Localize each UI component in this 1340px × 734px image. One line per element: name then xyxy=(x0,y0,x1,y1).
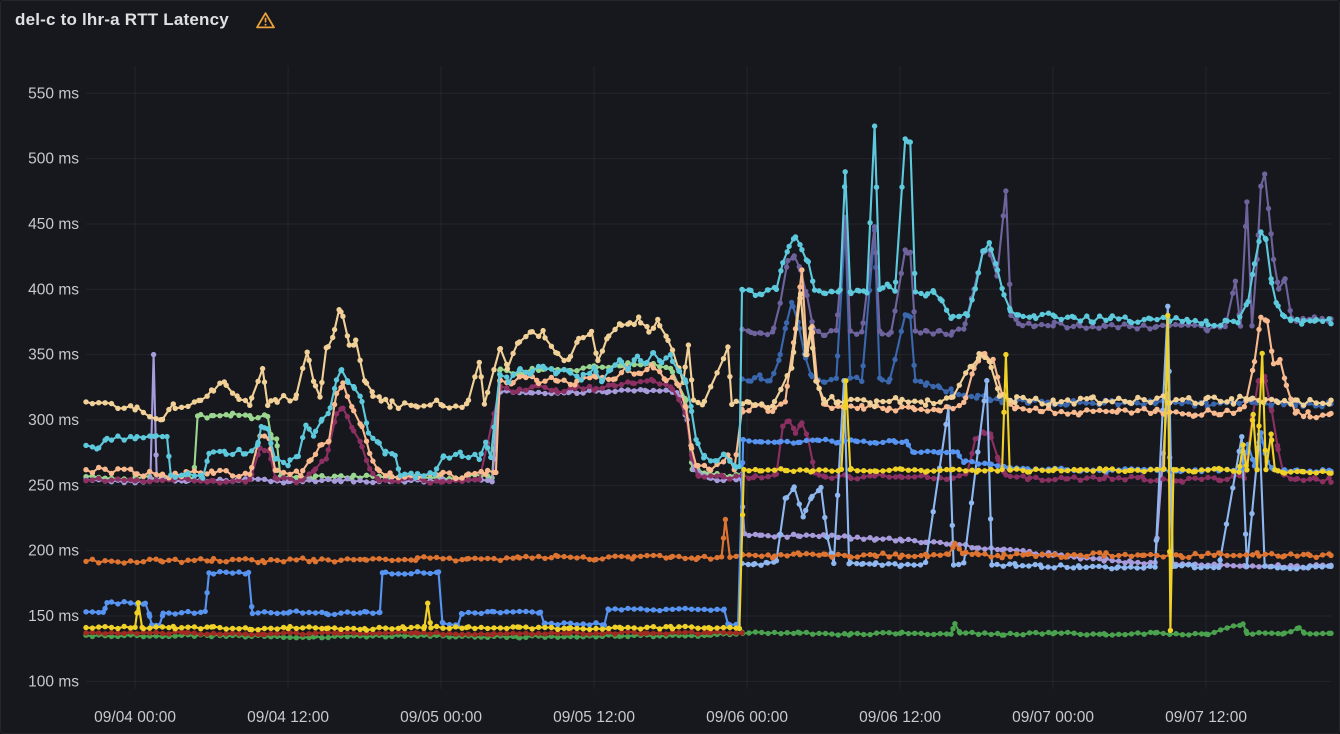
panel-title: del-c to lhr-a RTT Latency xyxy=(15,10,229,29)
y-tick-label: 550 ms xyxy=(28,85,79,102)
x-tick-label: 09/04 12:00 xyxy=(247,709,329,726)
y-tick-label: 450 ms xyxy=(28,216,79,233)
series-light-blue-points xyxy=(739,303,1334,572)
y-tick-label: 500 ms xyxy=(28,151,79,168)
x-tick-label: 09/05 12:00 xyxy=(553,709,635,726)
series-dark-red-points xyxy=(83,629,745,638)
series-yellow-points xyxy=(83,312,1334,634)
y-tick-label: 150 ms xyxy=(28,608,79,625)
x-tick-label: 09/04 00:00 xyxy=(94,709,176,726)
series-peach-points xyxy=(83,267,1334,482)
series-green-points xyxy=(83,621,1334,641)
panel-header: del-c to lhr-a RTT Latency xyxy=(1,1,1339,39)
y-tick-label: 300 ms xyxy=(28,412,79,429)
x-tick-label: 09/05 00:00 xyxy=(400,709,482,726)
x-tick-label: 09/06 00:00 xyxy=(706,709,788,726)
warning-triangle-icon[interactable] xyxy=(255,11,276,30)
series-light-green-points xyxy=(83,360,745,483)
x-tick-label: 09/07 00:00 xyxy=(1012,709,1094,726)
series-cyan-points xyxy=(83,123,1334,481)
x-tick-label: 09/07 12:00 xyxy=(1165,709,1247,726)
y-tick-label: 400 ms xyxy=(28,281,79,298)
y-tick-label: 100 ms xyxy=(28,673,79,690)
y-tick-label: 200 ms xyxy=(28,543,79,560)
y-tick-label: 350 ms xyxy=(28,347,79,364)
series-wheat-points xyxy=(83,291,1334,423)
series-orange-points xyxy=(83,516,1334,566)
x-tick-label: 09/06 12:00 xyxy=(859,709,941,726)
y-tick-label: 250 ms xyxy=(28,477,79,494)
series-cyan-line xyxy=(85,125,1332,480)
